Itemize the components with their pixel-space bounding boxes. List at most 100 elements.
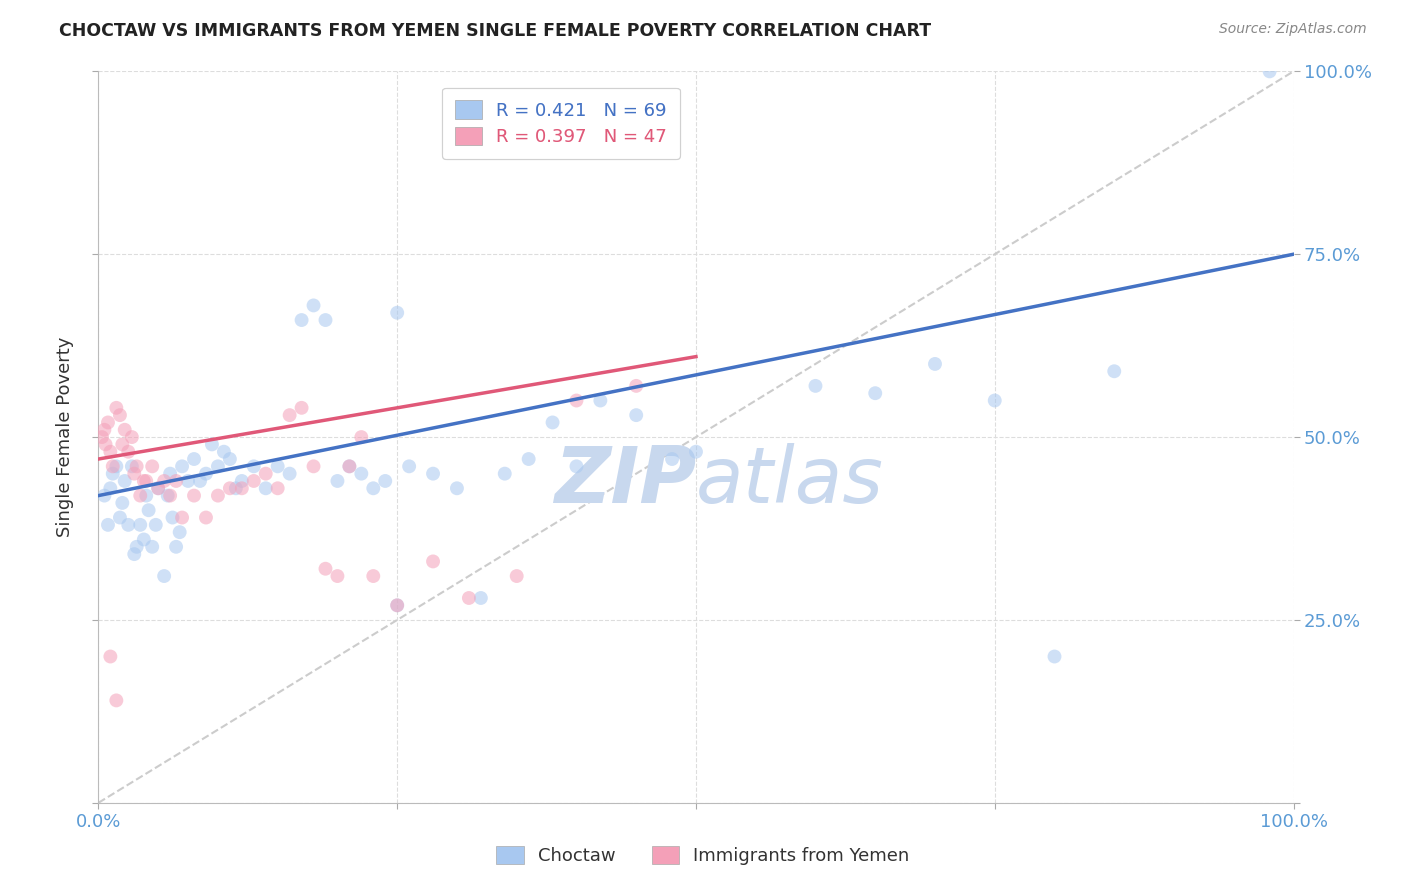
- Point: [117, 517, 139, 532]
- Point: [132, 474, 155, 488]
- Point: [219, 452, 242, 467]
- Point: [141, 459, 163, 474]
- Point: [267, 481, 290, 495]
- Point: [165, 540, 187, 554]
- Point: [108, 510, 131, 524]
- Point: [135, 474, 157, 488]
- Point: [374, 474, 396, 488]
- Point: [339, 459, 361, 474]
- Point: [101, 459, 124, 474]
- Point: [93, 423, 115, 437]
- Point: [153, 474, 176, 488]
- Point: [97, 517, 120, 532]
- Point: [162, 510, 184, 524]
- Point: [363, 481, 385, 495]
- Point: [924, 357, 946, 371]
- Point: [315, 562, 337, 576]
- Point: [363, 569, 385, 583]
- Point: [101, 467, 124, 481]
- Point: [984, 393, 1007, 408]
- Point: [135, 489, 157, 503]
- Point: [804, 379, 827, 393]
- Point: [201, 437, 224, 451]
- Point: [148, 481, 170, 495]
- Point: [124, 547, 146, 561]
- Point: [254, 481, 277, 495]
- Point: [108, 408, 131, 422]
- Point: [129, 517, 152, 532]
- Point: [243, 459, 266, 474]
- Point: [231, 481, 253, 495]
- Point: [97, 416, 120, 430]
- Point: [565, 393, 588, 408]
- Point: [169, 525, 191, 540]
- Point: [315, 313, 337, 327]
- Point: [138, 503, 160, 517]
- Point: [350, 467, 373, 481]
- Point: [1258, 64, 1281, 78]
- Point: [291, 401, 314, 415]
- Point: [626, 408, 648, 422]
- Text: atlas: atlas: [696, 443, 884, 519]
- Point: [165, 474, 187, 488]
- Point: [494, 467, 516, 481]
- Point: [243, 474, 266, 488]
- Point: [121, 459, 143, 474]
- Point: [398, 459, 420, 474]
- Point: [326, 569, 349, 583]
- Point: [278, 467, 301, 481]
- Point: [385, 599, 409, 613]
- Point: [111, 496, 134, 510]
- Point: [207, 459, 229, 474]
- Point: [565, 459, 588, 474]
- Text: ZIP: ZIP: [554, 443, 696, 519]
- Point: [125, 459, 148, 474]
- Point: [159, 489, 181, 503]
- Point: [132, 533, 155, 547]
- Point: [339, 459, 361, 474]
- Point: [422, 554, 444, 568]
- Point: [114, 474, 136, 488]
- Point: [114, 423, 136, 437]
- Point: [121, 430, 143, 444]
- Point: [156, 489, 179, 503]
- Point: [1104, 364, 1126, 378]
- Point: [129, 489, 152, 503]
- Point: [172, 510, 194, 524]
- Point: [685, 444, 707, 458]
- Point: [153, 569, 176, 583]
- Point: [517, 452, 540, 467]
- Point: [470, 591, 492, 605]
- Point: [94, 437, 117, 451]
- Point: [148, 481, 170, 495]
- Point: [302, 459, 325, 474]
- Point: [212, 444, 235, 458]
- Point: [98, 481, 122, 495]
- Point: [141, 540, 163, 554]
- Point: [278, 408, 301, 422]
- Point: [105, 693, 128, 707]
- Point: [661, 452, 683, 467]
- Point: [385, 306, 409, 320]
- Point: [188, 474, 211, 488]
- Point: [626, 379, 648, 393]
- Point: [183, 489, 205, 503]
- Point: [541, 416, 564, 430]
- Point: [385, 599, 409, 613]
- Point: [865, 386, 887, 401]
- Point: [267, 459, 290, 474]
- Point: [422, 467, 444, 481]
- Point: [506, 569, 529, 583]
- Point: [105, 459, 128, 474]
- Point: [291, 313, 314, 327]
- Point: [302, 298, 325, 312]
- Point: [195, 467, 218, 481]
- Text: Source: ZipAtlas.com: Source: ZipAtlas.com: [1219, 22, 1367, 37]
- Point: [458, 591, 481, 605]
- Point: [589, 393, 612, 408]
- Point: [125, 540, 148, 554]
- Point: [98, 649, 122, 664]
- Point: [111, 437, 134, 451]
- Point: [195, 510, 218, 524]
- Legend: R = 0.421   N = 69, R = 0.397   N = 47: R = 0.421 N = 69, R = 0.397 N = 47: [441, 87, 679, 159]
